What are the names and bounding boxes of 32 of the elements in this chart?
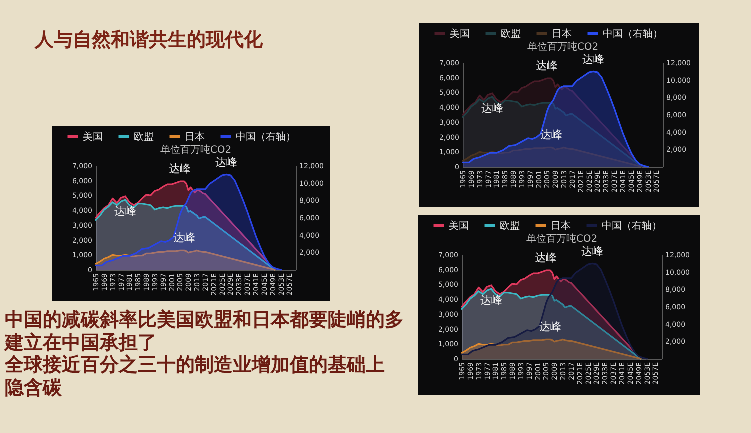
legend-label: 美国 xyxy=(449,220,469,232)
text: 单位百万吨CO2 xyxy=(160,144,232,156)
legend-label: 中国（右轴） xyxy=(603,28,663,40)
text: 中国的减碳斜率比美国欧盟和日本都要陡峭的多 xyxy=(5,309,404,332)
legend-label: 日本 xyxy=(185,131,205,143)
legend-label: 美国 xyxy=(83,131,103,143)
annotation: 达峰 xyxy=(536,60,558,73)
legend-label: 欧盟 xyxy=(501,28,521,40)
annotation: 达峰 xyxy=(481,102,504,116)
legend-label: 日本 xyxy=(551,220,571,232)
legend-label: 中国（右轴） xyxy=(602,220,662,232)
legend-label: 日本 xyxy=(552,28,572,40)
annotation: 达峰 xyxy=(173,232,196,245)
text: 单位百万吨CO2 xyxy=(526,233,598,245)
legend-label: 欧盟 xyxy=(134,131,154,143)
annotation: 达峰 xyxy=(540,128,562,142)
text: 全球接近百分之三十的制造业增加值的基础上 xyxy=(5,354,386,376)
legend-label: 欧盟 xyxy=(500,220,520,232)
annotation: 达峰 xyxy=(114,205,136,218)
annotation: 达峰 xyxy=(169,162,192,176)
annotation: 达峰 xyxy=(582,52,605,66)
text: 人与自然和谐共生的现代化 xyxy=(35,28,263,52)
text: 隐含碳 xyxy=(5,376,63,399)
annotation: 达峰 xyxy=(216,156,238,169)
annotation: 达峰 xyxy=(539,320,562,334)
annotation: 达峰 xyxy=(535,252,558,265)
annotation: 达峰 xyxy=(582,244,604,258)
text: 建立在中国承担了 xyxy=(5,332,158,354)
text: 单位百万吨CO2 xyxy=(527,41,599,53)
legend-label: 中国（右轴） xyxy=(236,131,296,143)
legend-label: 美国 xyxy=(450,28,470,40)
annotation: 达峰 xyxy=(480,294,502,308)
